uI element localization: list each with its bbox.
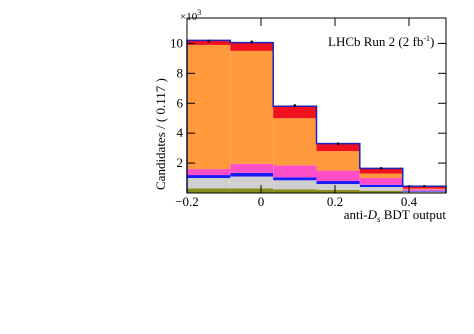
histogram-segment	[402, 188, 446, 190]
y-tick-label: 10	[170, 35, 183, 50]
histogram-segment	[187, 40, 231, 45]
histogram-segment	[230, 172, 274, 177]
histogram-segment	[359, 168, 403, 174]
y-scale-base: ×10	[180, 11, 198, 23]
histogram-segment	[273, 189, 317, 193]
histogram-segment	[316, 184, 360, 191]
histogram-segment	[273, 165, 317, 178]
y-label: Candidates / ( 0.117 )	[153, 78, 168, 190]
y-scale: ×103	[180, 8, 201, 23]
histogram-segment	[316, 170, 360, 182]
histogram-segment	[359, 178, 403, 185]
y-tick-label: 2	[177, 155, 184, 170]
x-tick-label: 0.2	[327, 194, 343, 209]
total-outline	[186, 39, 447, 193]
histogram-segment	[359, 187, 403, 191]
x-tick-label: −0.2	[175, 194, 199, 209]
histogram-segment	[402, 190, 446, 192]
data-point	[250, 40, 254, 44]
histogram-segment	[316, 151, 360, 171]
histogram-segment	[316, 181, 360, 185]
legend-part: )	[430, 34, 434, 49]
x-label: anti-Ds BDT output	[344, 207, 447, 224]
histogram-segment	[230, 50, 274, 164]
histogram-segment	[359, 190, 403, 193]
x-label-part: D	[367, 207, 378, 222]
legend-part: -1	[423, 34, 430, 43]
legend-part: LHCb Run 2 (2 fb	[328, 34, 423, 49]
y-tick-label: 6	[177, 95, 184, 110]
histogram-segment	[187, 188, 231, 193]
plot-frame	[186, 17, 447, 194]
x-label-part: anti-	[344, 207, 368, 222]
y-tick-label: 8	[177, 65, 184, 80]
histogram-segment	[273, 118, 317, 166]
histogram-segment	[187, 169, 231, 176]
y-tick-label: 4	[177, 125, 184, 140]
data-point	[293, 104, 297, 107]
histogram-segment	[359, 173, 403, 179]
histogram-segment	[187, 44, 231, 170]
histogram-segment	[273, 106, 317, 119]
histogram-segment	[273, 177, 317, 181]
histogram-segment	[230, 176, 274, 189]
histogram-segment	[187, 178, 231, 189]
histogram-segment	[402, 191, 446, 193]
histogram-segment	[316, 190, 360, 193]
data-point	[336, 142, 340, 145]
x-label-part: s	[377, 214, 381, 224]
histogram-segment	[230, 188, 274, 193]
data-point	[423, 184, 426, 188]
x-tick-label: 0.4	[401, 194, 418, 209]
histogram-segment	[230, 163, 274, 173]
y-scale-exp: 3	[197, 8, 201, 17]
x-label-part: BDT output	[381, 207, 447, 222]
histogram-segment	[187, 175, 231, 179]
histogram-segment	[316, 143, 360, 152]
data-point	[207, 39, 210, 43]
histogram-segment	[230, 42, 274, 51]
histogram-segment	[273, 180, 317, 190]
x-tick-label: 0	[258, 194, 265, 209]
histogram-segment	[359, 184, 403, 188]
data-point	[379, 167, 383, 170]
legend: LHCb Run 2 (2 fb-1)	[328, 34, 434, 49]
histogram-segment	[402, 189, 446, 191]
